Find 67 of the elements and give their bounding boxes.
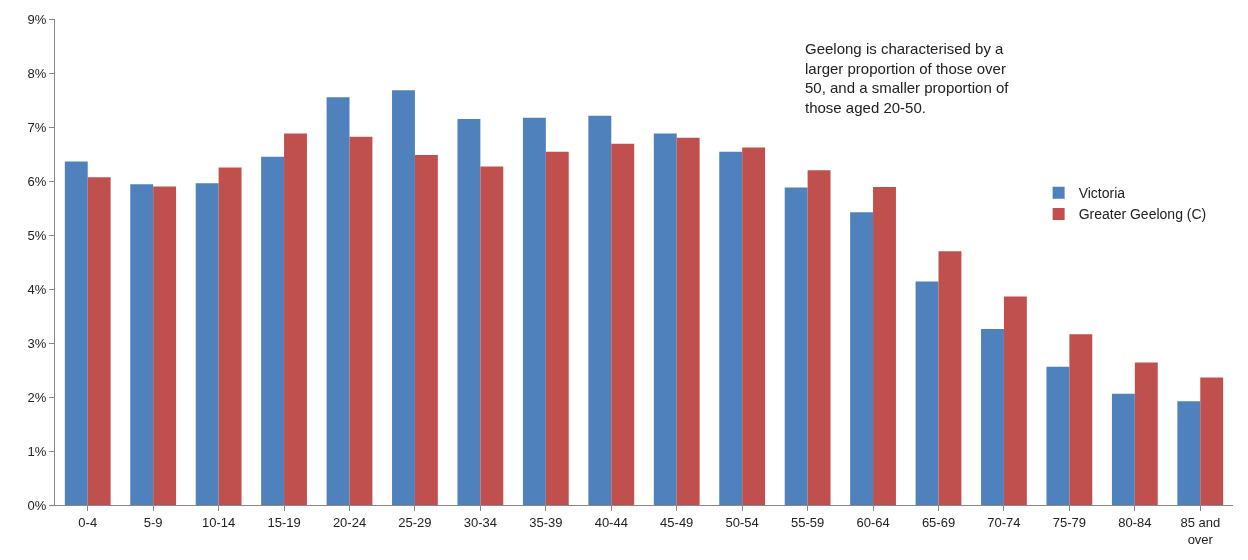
bar	[130, 184, 154, 505]
bar	[1111, 393, 1135, 505]
bar	[261, 156, 285, 505]
x-tick-label: 40-44	[594, 514, 628, 530]
x-tick-label: 35-39	[529, 514, 563, 530]
bar	[653, 133, 677, 505]
bar	[1200, 377, 1224, 505]
bar	[1046, 366, 1070, 505]
x-tick-label: 20-24	[332, 514, 367, 530]
legend-label: Greater Geelong (C)	[1078, 206, 1207, 223]
bar	[545, 151, 569, 505]
bar	[218, 167, 242, 505]
y-tick-label: 2%	[27, 389, 47, 405]
bar	[1069, 334, 1093, 505]
y-tick-label: 7%	[27, 119, 47, 135]
bar	[1134, 362, 1158, 505]
x-tick-label: 80-84	[1118, 514, 1152, 530]
bar	[981, 328, 1004, 505]
bar	[414, 155, 438, 505]
bar	[153, 186, 177, 505]
y-tick-label: 9%	[27, 11, 47, 27]
bar	[64, 161, 88, 505]
bar	[719, 151, 743, 505]
bar	[784, 187, 808, 505]
bar	[457, 118, 481, 505]
bar	[742, 147, 766, 505]
bar	[807, 170, 831, 505]
x-tick-label: 15-19	[267, 514, 301, 530]
bar	[522, 117, 546, 505]
y-tick-label: 4%	[27, 281, 47, 297]
x-tick-label: 50-54	[725, 514, 759, 530]
bar	[326, 97, 350, 505]
bar	[349, 136, 373, 505]
bar	[87, 177, 111, 505]
legend-label: Victoria	[1078, 185, 1126, 202]
x-tick-label: 75-79	[1052, 514, 1087, 530]
bar	[611, 143, 635, 505]
bar	[1177, 401, 1201, 505]
y-tick-label: 6%	[27, 173, 47, 189]
bar	[938, 251, 962, 505]
y-tick-label: 0%	[27, 497, 47, 513]
x-tick-label: 5-9	[143, 514, 163, 530]
x-tick-label: 10-14	[201, 514, 236, 530]
x-tick-label: 0-4	[78, 514, 98, 530]
y-tick-label: 3%	[27, 335, 47, 351]
x-tick-label: 60-64	[856, 514, 890, 530]
y-tick-label: 5%	[27, 227, 47, 243]
x-tick-label: 55-59	[790, 514, 825, 530]
bar	[676, 137, 700, 505]
y-tick-label: 1%	[27, 443, 47, 459]
x-tick-label: 45-49	[660, 514, 694, 530]
bar	[1003, 296, 1027, 505]
bar	[588, 115, 612, 505]
bar	[195, 183, 219, 505]
x-tick-label: 25-29	[398, 514, 432, 530]
x-tick-label: 70-74	[987, 514, 1021, 530]
bar	[915, 281, 939, 505]
y-tick-label: 8%	[27, 65, 47, 81]
annotation: Geelong is characterised by a larger proportion of those over 50, and a smaller proportion of those aged 20-50.	[805, 40, 1010, 116]
bar	[480, 166, 504, 505]
bar	[850, 212, 874, 505]
bar	[284, 133, 307, 505]
x-tick-label: 65-69	[921, 514, 956, 530]
bar	[392, 90, 415, 505]
x-tick-label: 85 and over	[1180, 514, 1221, 547]
x-tick-label: 30-34	[463, 514, 498, 530]
bar	[873, 186, 896, 505]
